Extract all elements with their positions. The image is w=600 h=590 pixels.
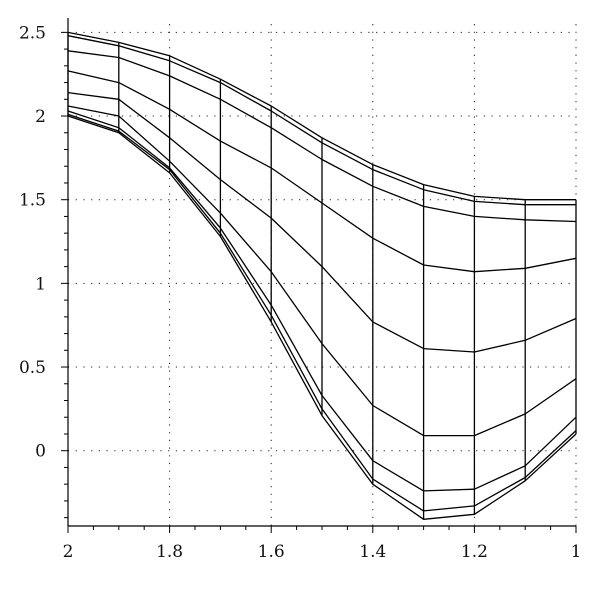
- mesh-lines: [67, 31, 577, 520]
- y-tick-label-4: 0.5: [19, 358, 46, 378]
- x-tick-label-3: 1.4: [359, 542, 386, 562]
- x-tick-label-2: 1.6: [258, 542, 285, 562]
- y-tick-label-0: 2.5: [19, 23, 46, 43]
- y-tick-label-1: 2: [35, 107, 46, 127]
- x-tick-label-4: 1.2: [461, 542, 488, 562]
- y-tick-label-2: 1.5: [19, 191, 46, 211]
- tick-labels: 2 1.8 1.6 1.4 1.2 1 2.5 2 1.5 1 0.5 0: [19, 23, 581, 562]
- axes: [61, 18, 577, 533]
- x-tick-label-5: 1: [571, 542, 582, 562]
- x-tick-label-0: 2: [63, 542, 74, 562]
- series-line-8: [67, 115, 577, 520]
- y-tick-label-5: 0: [35, 442, 46, 462]
- y-tick-label-3: 1: [35, 274, 46, 294]
- x-tick-label-1: 1.8: [156, 542, 183, 562]
